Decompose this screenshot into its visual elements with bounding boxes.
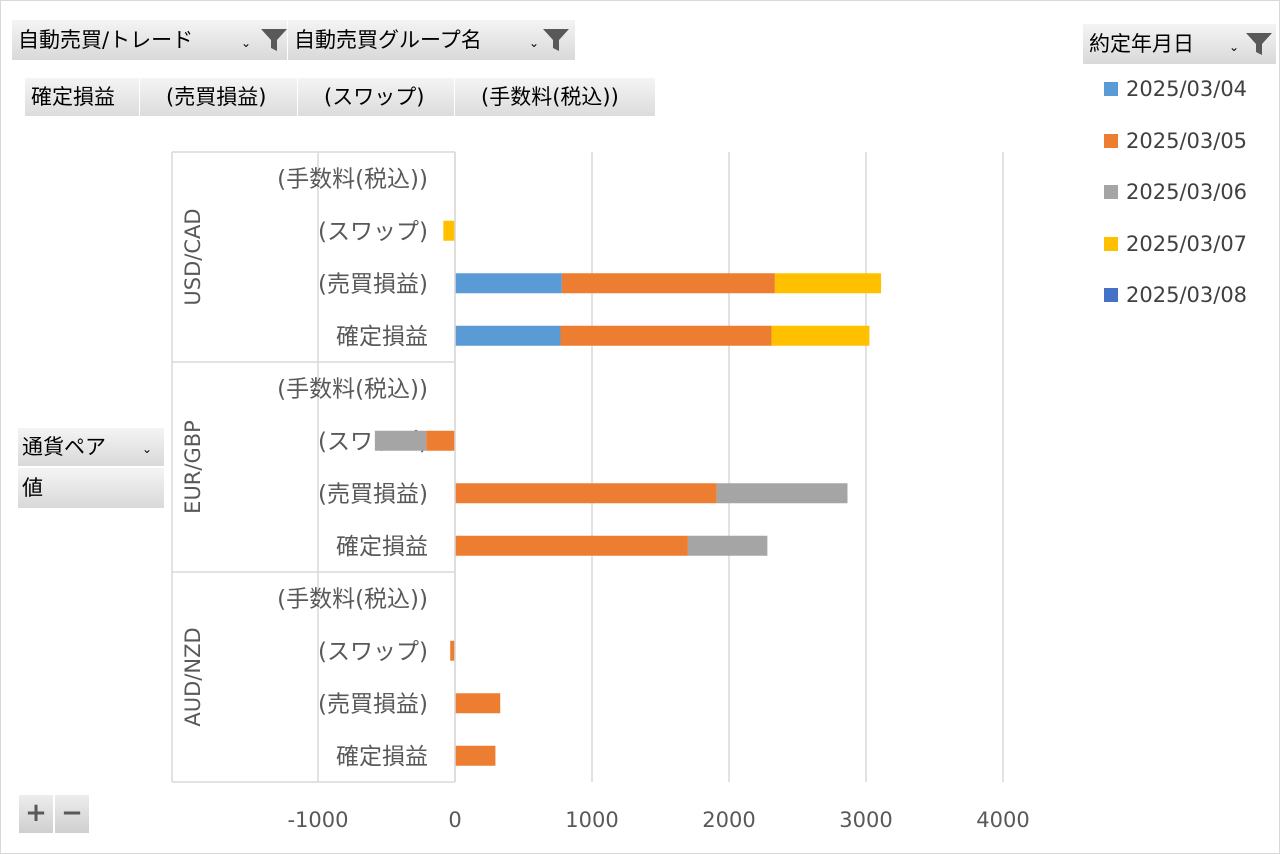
filter-trade-button[interactable]: 自動売買/トレード ⌄	[12, 20, 288, 60]
legend-swatch	[1104, 185, 1118, 199]
row-label: (スワップ)	[318, 219, 428, 245]
row-field-label: 通貨ペア	[22, 435, 106, 459]
dropdown-arrow-icon: ⌄	[142, 442, 153, 456]
value-field-baibai[interactable]: (売買損益)	[140, 78, 298, 116]
x-tick-label: -1000	[287, 808, 348, 832]
dropdown-arrow-icon: ⌄	[529, 36, 540, 50]
bar-segment	[455, 693, 501, 714]
filter-trade-label: 自動売買/トレード	[18, 28, 194, 52]
row-field-button[interactable]: 通貨ペア ⌄	[18, 428, 165, 466]
legend-swatch	[1104, 82, 1118, 96]
value-field-fee[interactable]: (手数料(税込))	[455, 78, 656, 116]
bar-segment	[687, 535, 768, 556]
bar-segment	[774, 273, 882, 294]
row-label: (手数料(税込))	[277, 586, 428, 612]
bar-segment	[455, 325, 561, 346]
legend-swatch	[1104, 288, 1118, 302]
legend-label: 2025/03/04	[1126, 77, 1248, 101]
row-label: (手数料(税込))	[277, 166, 428, 192]
row-label: 確定損益	[336, 324, 428, 350]
filter-date-label: 約定年月日	[1089, 32, 1194, 56]
bar-segment	[716, 483, 848, 504]
legend-swatch	[1104, 236, 1118, 251]
x-tick-label: 3000	[839, 808, 892, 832]
group-label: EUR/GBP	[181, 420, 205, 514]
bar-segment	[450, 640, 455, 661]
group-label: AUD/NZD	[181, 627, 205, 726]
funnel-filter-icon	[543, 29, 569, 51]
legend-swatch	[1104, 133, 1118, 148]
bar-segment	[455, 535, 688, 556]
dropdown-arrow-icon: ⌄	[1229, 40, 1240, 54]
x-tick-label: 4000	[976, 808, 1029, 832]
value-field-label: (売買損益)	[166, 85, 267, 109]
collapse-button[interactable]: −	[55, 795, 89, 833]
values-field-button[interactable]: 値	[18, 468, 165, 508]
row-label: (スワップ)	[318, 639, 428, 665]
row-label: 確定損益	[336, 534, 428, 560]
filter-group-label: 自動売買グループ名	[294, 28, 482, 52]
value-field-label: (スワップ)	[324, 85, 425, 109]
value-field-label: (手数料(税込))	[481, 85, 619, 109]
bar-segment	[455, 483, 717, 504]
legend-label: 2025/03/07	[1126, 231, 1248, 256]
bar-segment	[426, 430, 455, 451]
funnel-filter-icon	[261, 29, 287, 51]
minus-icon: −	[61, 798, 83, 828]
bar-segment	[560, 325, 772, 346]
funnel-filter-icon	[1246, 33, 1272, 55]
row-label: 確定損益	[336, 744, 428, 770]
x-tick-label: 0	[448, 808, 461, 832]
row-label: (売買損益)	[318, 481, 428, 507]
group-label: USD/CAD	[181, 208, 205, 305]
plus-icon: +	[25, 798, 47, 828]
filter-group-button[interactable]: 自動売買グループ名 ⌄	[288, 20, 576, 60]
bar-segment	[561, 273, 775, 294]
legend-label: 2025/03/06	[1126, 180, 1248, 204]
bar-segment	[455, 273, 562, 294]
filter-date-button[interactable]: 約定年月日 ⌄	[1083, 24, 1277, 64]
x-tick-label: 1000	[565, 808, 618, 832]
row-label: (手数料(税込))	[277, 376, 428, 402]
values-field-label: 値	[22, 476, 43, 500]
legend-label: 2025/03/08	[1126, 283, 1248, 307]
value-field-kakutei[interactable]: 確定損益	[25, 78, 140, 116]
legend-label: 2025/03/05	[1126, 128, 1248, 153]
x-tick-label: 2000	[702, 808, 755, 832]
row-label: (売買損益)	[318, 271, 428, 297]
bar-segment	[455, 745, 496, 766]
dropdown-arrow-icon: ⌄	[241, 36, 252, 50]
value-field-label: 確定損益	[31, 85, 115, 109]
bar-segment	[771, 325, 870, 346]
bar-segment	[443, 220, 455, 241]
row-label: (売買損益)	[318, 691, 428, 717]
value-field-swap[interactable]: (スワップ)	[298, 78, 455, 116]
expand-button[interactable]: +	[19, 795, 53, 833]
bar-segment	[374, 430, 427, 451]
